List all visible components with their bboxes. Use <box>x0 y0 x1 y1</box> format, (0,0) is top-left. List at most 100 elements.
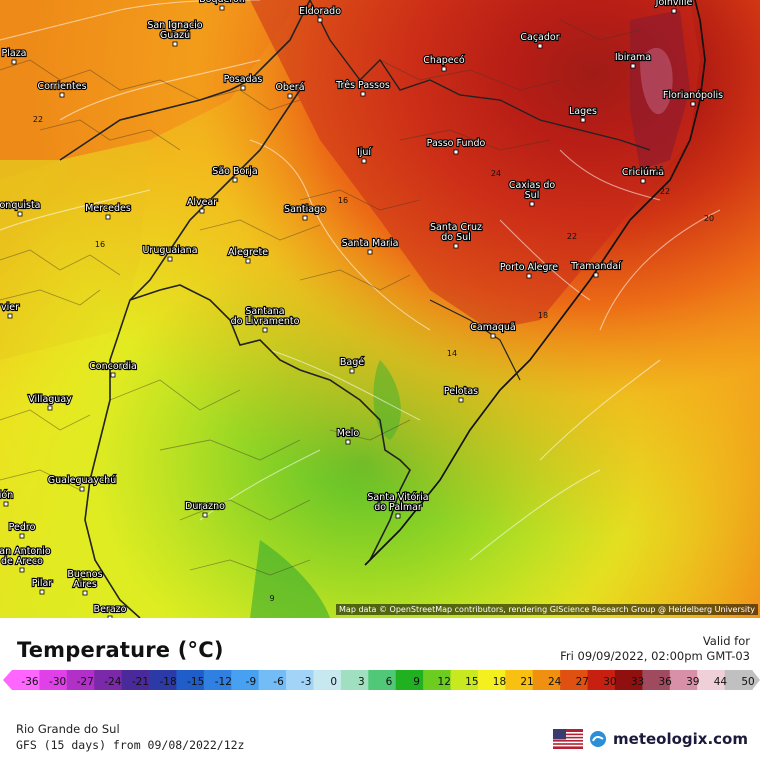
city-marker[interactable]: Pedro <box>8 521 37 539</box>
city-marker[interactable]: Joinville <box>654 0 694 14</box>
scale-tick-label: 21 <box>520 676 533 688</box>
city-marker[interactable]: Caçador <box>519 31 561 49</box>
temperature-map[interactable]: Boqueron Eldorado Joinville San IgnacioGuaz… <box>0 0 760 618</box>
city-marker[interactable]: Santiago <box>283 203 327 221</box>
city-marker[interactable]: Berazo <box>92 603 128 618</box>
city-marker[interactable]: Tramandaí <box>569 260 622 278</box>
city-marker[interactable]: Melo <box>336 427 361 445</box>
city-marker[interactable]: Eldorado <box>298 5 342 23</box>
city-dot <box>262 327 268 333</box>
city-marker[interactable]: Criciúma <box>621 166 665 184</box>
city-marker[interactable]: Uruguaiana <box>141 244 199 262</box>
scale-tick-label: 24 <box>548 676 562 688</box>
city-dot <box>172 41 178 47</box>
city-label: Villaguay <box>28 394 72 405</box>
city-label: Chapecó <box>423 55 465 66</box>
city-marker[interactable]: Santana do Livramento <box>229 305 301 333</box>
city-marker[interactable]: Gualeguaychú <box>47 474 117 492</box>
scale-tick-label: -21 <box>132 676 149 688</box>
city-marker[interactable]: Pelotas <box>443 385 479 403</box>
city-marker[interactable]: Três Passos <box>334 79 391 97</box>
city-marker[interactable]: Ijuí <box>356 146 373 164</box>
city-marker[interactable]: Chapecó <box>422 54 466 72</box>
color-swatch <box>560 670 589 690</box>
city-dot <box>47 405 53 411</box>
city-marker[interactable]: São Borja <box>211 165 259 183</box>
city-marker[interactable]: Caxias do Sul <box>508 179 556 207</box>
city-label: Melo <box>337 428 360 439</box>
city-marker[interactable]: Porto Alegre <box>499 261 559 279</box>
city-dot <box>453 149 459 155</box>
us-flag-icon[interactable] <box>553 729 584 749</box>
city-label: Durazno <box>185 501 225 512</box>
city-label: Pelotas <box>444 386 478 397</box>
city-marker[interactable]: Ibirama <box>614 51 652 69</box>
city-marker[interactable]: Santa Cruz do Sul <box>429 221 483 249</box>
city-dot <box>19 533 25 539</box>
city-label: Pilar <box>32 578 53 589</box>
city-marker[interactable]: Corrientes <box>36 80 88 98</box>
city-marker[interactable]: Posadas <box>223 73 264 91</box>
color-scale: -36 -30 -27 -24 -21 -18 -15 -12 -9 -6 -3 0 3 6 9 12 15 18… <box>3 670 760 690</box>
city-dot <box>690 101 696 107</box>
city-marker[interactable]: Lages <box>568 105 598 123</box>
city-marker[interactable]: Santa Maria <box>340 237 400 255</box>
city-marker[interactable]: onquista <box>0 199 42 217</box>
model-run-label: GFS (15 days) from 09/08/2022/12z <box>16 738 245 752</box>
map-attribution[interactable]: Map data © OpenStreetMap contributors, r… <box>336 604 758 615</box>
color-swatch <box>286 670 314 690</box>
city-label: Berazo <box>94 604 127 615</box>
city-marker[interactable]: Alegrete <box>227 246 269 264</box>
hot-core-red <box>250 0 700 330</box>
city-marker[interactable]: Boqueron <box>198 0 246 11</box>
city-label: Santa Maria <box>342 238 399 249</box>
city-label: Corrientes <box>37 81 86 92</box>
border-brazil-states <box>309 0 651 151</box>
city-label: Oberá <box>275 82 304 93</box>
isoline-value: 14 <box>447 349 457 358</box>
city-marker[interactable]: Plaza <box>0 47 28 65</box>
scale-tick-label: -12 <box>215 676 232 688</box>
city-marker[interactable]: Florianópolis <box>662 89 724 107</box>
scale-tick-label: -36 <box>21 676 38 688</box>
isoline-value: 9 <box>269 594 274 603</box>
scale-tick-label: 39 <box>686 676 699 688</box>
city-dot <box>526 273 532 279</box>
city-marker[interactable]: San Ignacio Guazú <box>146 19 204 47</box>
border-argentina-paraguay <box>59 0 311 161</box>
city-marker[interactable]: Pilar <box>31 577 53 595</box>
city-marker[interactable]: Mercedes <box>84 202 132 220</box>
city-marker[interactable]: Durazno <box>184 500 226 518</box>
city-marker[interactable]: Bagé <box>339 356 365 374</box>
city-marker[interactable]: Santa Vitória do Palmar <box>366 491 430 519</box>
city-dot <box>245 258 251 264</box>
meteologix-logo-icon <box>590 731 607 747</box>
city-dot <box>395 513 401 519</box>
city-dot <box>232 177 238 183</box>
city-marker[interactable]: Buenos Aires <box>66 568 104 596</box>
coastline <box>364 0 706 566</box>
city-marker[interactable]: Concordia <box>88 360 138 378</box>
city-marker[interactable]: vier <box>0 301 20 319</box>
city-marker[interactable]: Alvear <box>186 196 218 214</box>
city-dot <box>107 615 113 618</box>
color-swatch <box>505 670 534 690</box>
city-marker[interactable]: Passo Fundo <box>426 137 487 155</box>
city-marker[interactable]: ión <box>0 489 14 507</box>
city-marker[interactable]: Camaquã <box>469 321 517 339</box>
isoline-labels: 22 16 16 24 22 20 22 18 14 15 9 <box>33 115 714 603</box>
valid-label: Valid for <box>702 634 750 648</box>
city-label: Santa Vitória do Palmar <box>367 492 428 513</box>
border-brazil-uruguay <box>129 284 411 561</box>
brand[interactable]: meteologix.com <box>553 729 748 749</box>
isoline-value: 20 <box>704 214 714 223</box>
city-label: Tramandaí <box>570 261 621 272</box>
color-swatch <box>642 670 671 690</box>
city-marker[interactable]: Oberá <box>274 81 306 99</box>
city-dot <box>360 91 366 97</box>
scale-tick-label: 9 <box>413 676 420 688</box>
scale-tick-label: 50 <box>741 676 754 688</box>
city-marker[interactable]: Villaguay <box>27 393 73 411</box>
scale-tick-label: 44 <box>714 676 728 688</box>
